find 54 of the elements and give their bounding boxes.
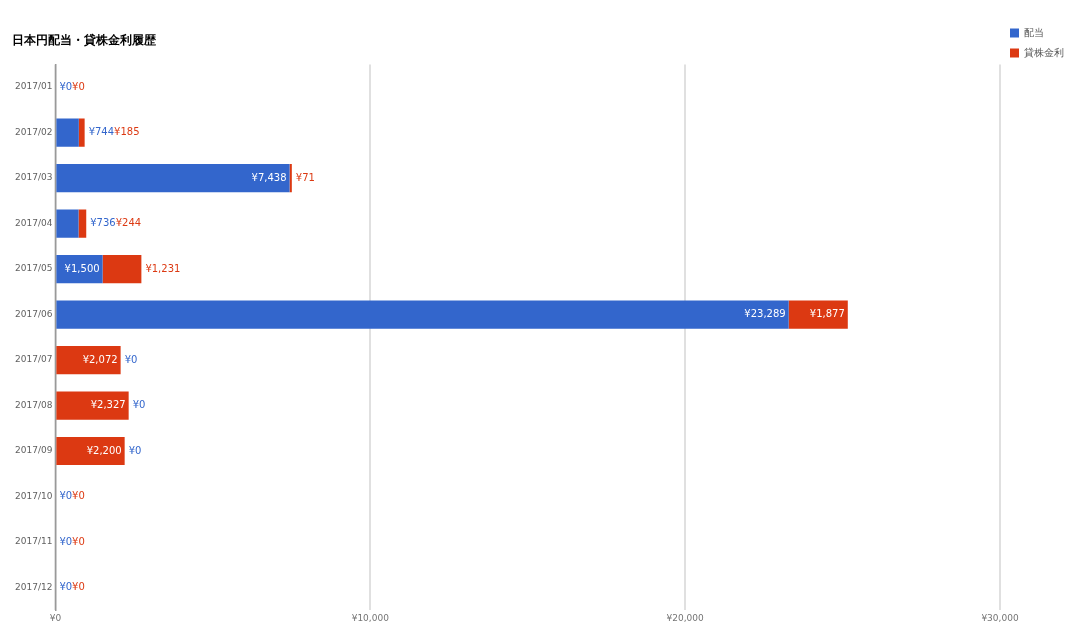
data-label: ¥0	[59, 80, 73, 92]
y-tick-label: 2017/05	[15, 263, 53, 274]
y-tick-label: 2017/11	[15, 536, 53, 547]
bar	[56, 345, 121, 375]
data-label: ¥0	[72, 490, 85, 502]
bar	[102, 254, 142, 284]
y-tick-label: 2017/12	[15, 581, 53, 592]
data-label: ¥736	[90, 217, 116, 229]
y-tick-label: 2017/03	[15, 172, 53, 183]
data-label: ¥23,289	[744, 308, 786, 320]
data-label: ¥0	[128, 444, 142, 456]
data-label: ¥0	[59, 581, 73, 593]
y-tick-label: 2017/08	[15, 399, 53, 410]
data-label: ¥1,877	[809, 308, 845, 320]
y-tick-label: 2017/10	[15, 490, 53, 501]
x-tick-label: ¥0	[49, 612, 62, 623]
data-label: ¥0	[72, 80, 85, 92]
y-tick-label: 2017/09	[15, 445, 53, 456]
x-tick-label: ¥30,000	[981, 612, 1019, 623]
bar	[56, 391, 129, 420]
x-tick-label: ¥20,000	[666, 612, 705, 623]
data-label: ¥0	[72, 535, 85, 547]
data-label: ¥7,438	[251, 171, 287, 183]
data-label: ¥2,200	[86, 444, 122, 456]
y-tick-label: 2017/06	[15, 308, 53, 319]
data-label: ¥744	[88, 126, 115, 138]
data-label: ¥0	[59, 490, 73, 502]
bar	[78, 118, 85, 147]
bar	[788, 300, 848, 329]
data-label: ¥185	[114, 126, 140, 138]
data-label: ¥0	[124, 353, 138, 365]
data-label: ¥1,500	[64, 262, 100, 274]
x-tick-label: ¥10,000	[351, 612, 390, 623]
bar	[56, 300, 789, 329]
bar	[56, 164, 290, 193]
y-tick-label: 2017/01	[15, 81, 53, 92]
legend-label: 配当	[1024, 26, 1044, 38]
data-label: ¥71	[295, 171, 315, 183]
data-label: ¥1,231	[145, 262, 181, 274]
bar	[78, 209, 87, 238]
data-label: ¥2,327	[90, 399, 126, 411]
y-tick-label: 2017/04	[15, 217, 53, 228]
data-label: ¥244	[115, 217, 142, 229]
data-label: ¥0	[72, 581, 85, 593]
data-label: ¥0	[59, 535, 73, 547]
y-tick-label: 2017/02	[15, 126, 53, 137]
bar	[56, 209, 79, 238]
data-label: ¥0	[132, 399, 146, 411]
y-tick-label: 2017/07	[15, 354, 53, 365]
bar	[56, 436, 125, 466]
legend-label: 貸株金利	[1024, 46, 1064, 58]
chart-title: 日本円配当・貸株金利履歴	[12, 33, 157, 48]
data-label: ¥2,072	[82, 353, 118, 365]
bar	[56, 118, 79, 147]
